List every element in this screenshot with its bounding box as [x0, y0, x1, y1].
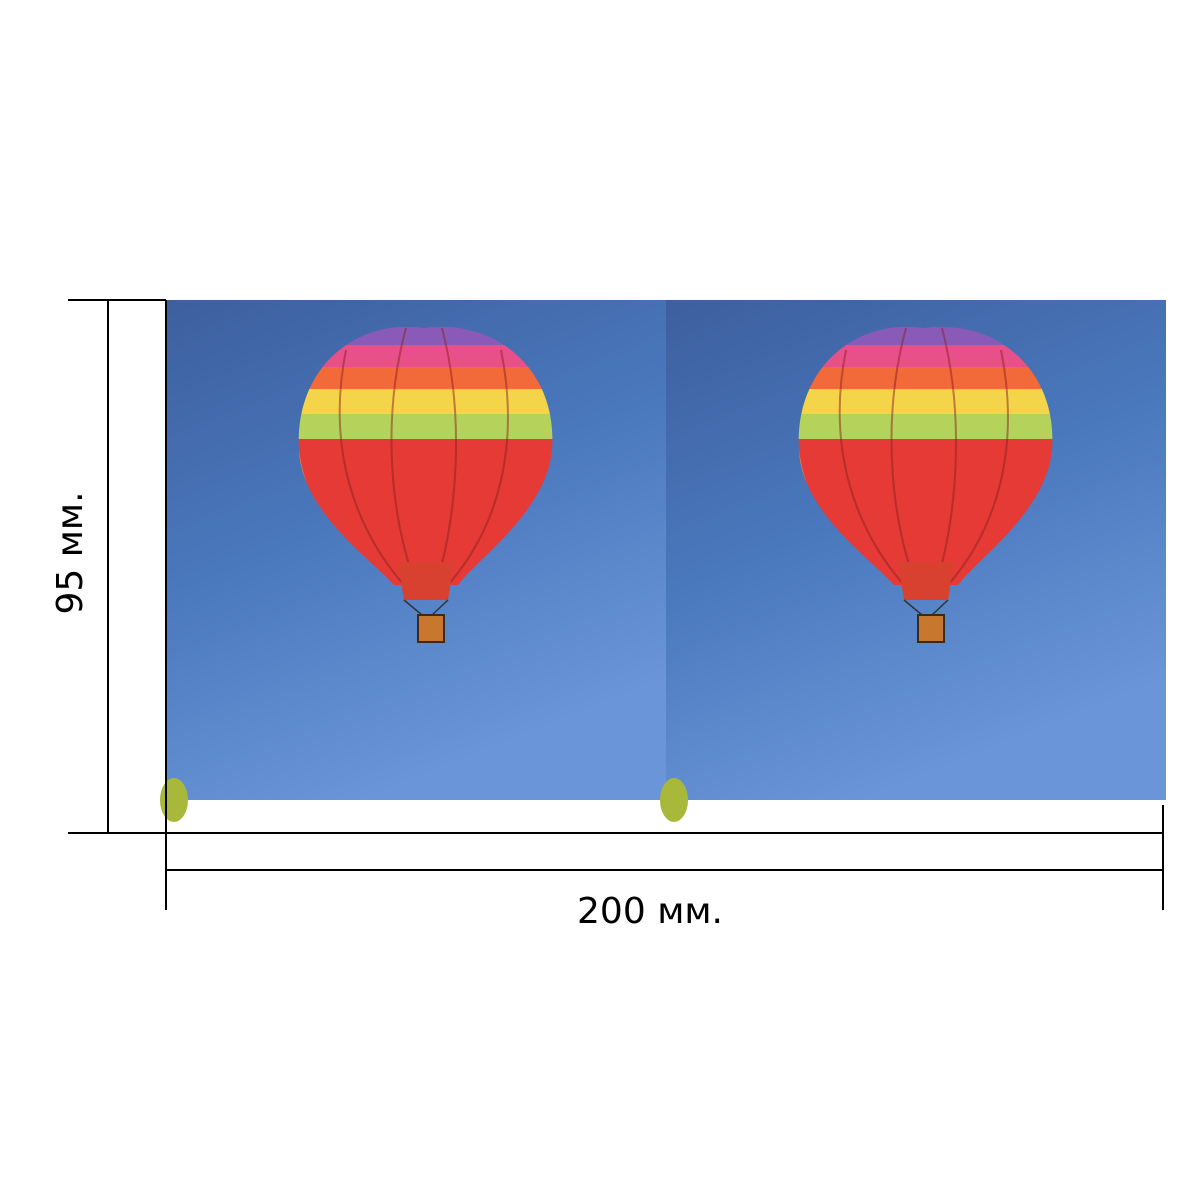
- width-dimension: 200 мм.: [165, 805, 1164, 932]
- balloon-image: [160, 300, 666, 822]
- print-images: [160, 300, 1166, 822]
- width-label: 200 мм.: [577, 891, 723, 932]
- balloon-image: [660, 300, 1166, 822]
- height-label: 95 мм.: [50, 491, 91, 614]
- height-dimension: 95 мм.: [50, 299, 167, 834]
